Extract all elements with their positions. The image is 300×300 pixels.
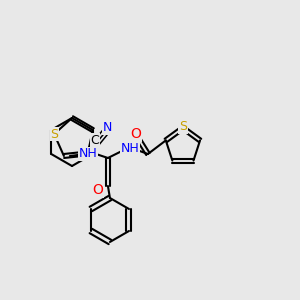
Text: NH: NH — [121, 142, 139, 155]
Text: S: S — [50, 128, 58, 141]
Text: NH: NH — [79, 148, 97, 160]
Text: C: C — [90, 134, 99, 147]
Text: S: S — [179, 121, 187, 134]
Text: N: N — [103, 121, 112, 134]
Text: O: O — [130, 127, 141, 141]
Text: O: O — [92, 183, 104, 197]
